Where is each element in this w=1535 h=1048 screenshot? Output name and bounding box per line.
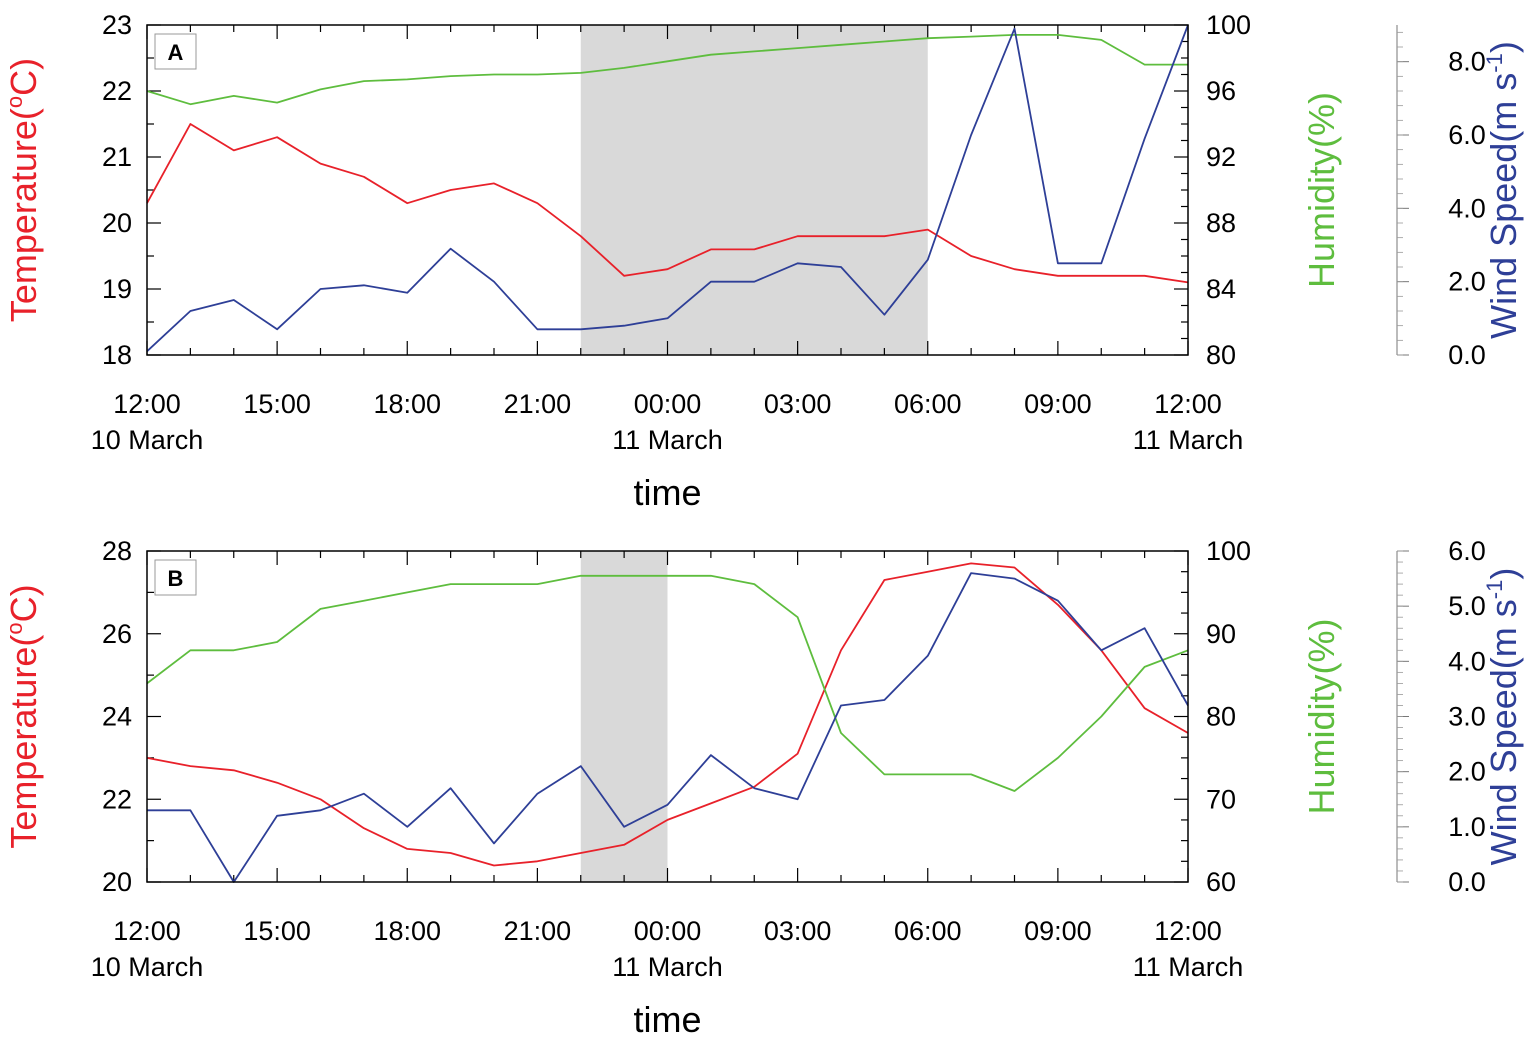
wind-axis-title-text: Wind Speed(m s — [1483, 73, 1524, 339]
panel-label-box — [154, 559, 197, 596]
temperature-axis-title-text: Temperature( — [3, 635, 44, 849]
temperature-tick-label: 22 — [102, 784, 132, 814]
humidity-tick-label: 100 — [1206, 536, 1251, 566]
wind-series-line — [146, 24, 1189, 352]
temperature-axis-title: Temperature(oC) — [2, 58, 44, 322]
temperature-axis-title-sup: o — [2, 96, 27, 108]
temperature-axis-title-sup: o — [2, 622, 27, 634]
temperature-tick-label: 23 — [102, 10, 132, 40]
humidity-tick-label: 90 — [1206, 619, 1236, 649]
x-tick-label: 03:00 — [764, 916, 832, 946]
x-tick-label: 12:00 — [113, 389, 181, 419]
wind-tick-label: 5.0 — [1448, 591, 1486, 621]
x-tick-label: 12:00 — [1154, 389, 1222, 419]
humidity-series-line — [146, 34, 1188, 106]
humidity-axis-title: Humidity(%) — [1301, 618, 1342, 814]
temperature-series-line — [146, 562, 1189, 867]
x-tick-date-label: 11 March — [1133, 425, 1244, 455]
x-tick-label: 12:00 — [113, 916, 181, 946]
humidity-tick-label: 80 — [1206, 340, 1236, 370]
humidity-tick-label: 70 — [1206, 784, 1236, 814]
wind-tick-label: 4.0 — [1448, 193, 1486, 223]
wind-axis-title-sup: -1 — [1482, 53, 1507, 73]
wind-series-line — [147, 572, 1189, 883]
humidity-tick-label: 92 — [1206, 142, 1236, 172]
wind-axis-title: Wind Speed(m s-1) — [1482, 568, 1524, 866]
panel-a: 12:00 10 March 15:00 18:00 21:00 00:00 11 Marc… — [2, 10, 1524, 513]
wind-tick-label: 2.0 — [1448, 757, 1486, 787]
temperature-axis-title: Temperature(oC) — [2, 584, 44, 848]
wind-tick-label: 0.0 — [1448, 340, 1486, 370]
plot-frame — [146, 550, 1189, 883]
wind-axis-title-sup: -1 — [1482, 580, 1507, 600]
x-tick-label: 18:00 — [373, 389, 441, 419]
panel-label: A — [168, 40, 184, 65]
wind-tick-label: 2.0 — [1448, 267, 1486, 297]
x-tick-label: 09:00 — [1024, 916, 1092, 946]
x-axis-title: time — [633, 472, 701, 513]
x-tick-label: 00:00 — [634, 916, 702, 946]
x-axis-title: time — [633, 999, 701, 1040]
humidity-tick-label: 96 — [1206, 76, 1236, 106]
humidity-axis-title-text: Humidity(%) — [1301, 618, 1342, 814]
x-tick-label: 15:00 — [243, 916, 311, 946]
temperature-tick-label: 26 — [102, 619, 132, 649]
temperature-tick-label: 19 — [102, 274, 132, 304]
wind-tick-label: 8.0 — [1448, 47, 1486, 77]
x-tick-date-label: 11 March — [612, 425, 723, 455]
temperature-tick-label: 28 — [102, 536, 132, 566]
wind-axis-title-text: Wind Speed(m s — [1483, 599, 1524, 865]
humidity-tick-label: 80 — [1206, 702, 1236, 732]
humidity-series-line — [146, 574, 1189, 792]
temperature-tick-label: 24 — [102, 702, 132, 732]
shaded-period — [580, 551, 668, 882]
x-tick-label: 12:00 — [1154, 916, 1222, 946]
wind-axis-title-end: ) — [1483, 568, 1524, 580]
x-tick-date-label: 10 March — [91, 425, 204, 455]
x-tick-label: 06:00 — [894, 916, 962, 946]
temperature-tick-label: 22 — [102, 76, 132, 106]
humidity-axis-title: Humidity(%) — [1301, 92, 1342, 288]
humidity-tick-label: 88 — [1206, 208, 1236, 238]
humidity-tick-label: 84 — [1206, 274, 1236, 304]
x-tick-label: 06:00 — [894, 389, 962, 419]
temperature-tick-label: 20 — [102, 208, 132, 238]
x-tick-label: 00:00 — [634, 389, 702, 419]
wind-tick-label: 1.0 — [1448, 812, 1486, 842]
temperature-axis-title-text: Temperature( — [3, 108, 44, 322]
x-tick-date-label: 11 March — [1133, 952, 1244, 982]
wind-tick-label: 0.0 — [1448, 867, 1486, 897]
temperature-series-line — [146, 123, 1189, 284]
humidity-axis-title-text: Humidity(%) — [1301, 92, 1342, 288]
temperature-tick-label: 21 — [102, 142, 132, 172]
temperature-tick-label: 18 — [102, 340, 132, 370]
panel-label-box — [154, 33, 197, 70]
wind-tick-label: 3.0 — [1448, 702, 1486, 732]
wind-tick-label: 6.0 — [1448, 120, 1486, 150]
x-tick-label: 03:00 — [764, 389, 832, 419]
x-tick-date-label: 11 March — [612, 952, 723, 982]
humidity-tick-label: 100 — [1206, 10, 1251, 40]
plot-frame — [146, 24, 1189, 356]
humidity-tick-label: 60 — [1206, 867, 1236, 897]
x-tick-label: 09:00 — [1024, 389, 1092, 419]
wind-tick-label: 4.0 — [1448, 646, 1486, 676]
panel-b: 12:00 10 March 15:00 18:00 21:00 00:00 11 Marc… — [2, 536, 1524, 1040]
x-tick-label: 15:00 — [243, 389, 311, 419]
wind-axis-title-end: ) — [1483, 41, 1524, 53]
wind-tick-label: 6.0 — [1448, 536, 1486, 566]
x-tick-date-label: 10 March — [91, 952, 204, 982]
panel-label: B — [168, 566, 184, 591]
temperature-axis-title-end: C) — [3, 58, 44, 96]
wind-axis-title: Wind Speed(m s-1) — [1482, 41, 1524, 339]
x-tick-label: 18:00 — [373, 916, 441, 946]
x-tick-label: 21:00 — [504, 916, 572, 946]
x-tick-label: 21:00 — [504, 389, 572, 419]
temperature-tick-label: 20 — [102, 867, 132, 897]
temperature-axis-title-end: C) — [3, 584, 44, 622]
